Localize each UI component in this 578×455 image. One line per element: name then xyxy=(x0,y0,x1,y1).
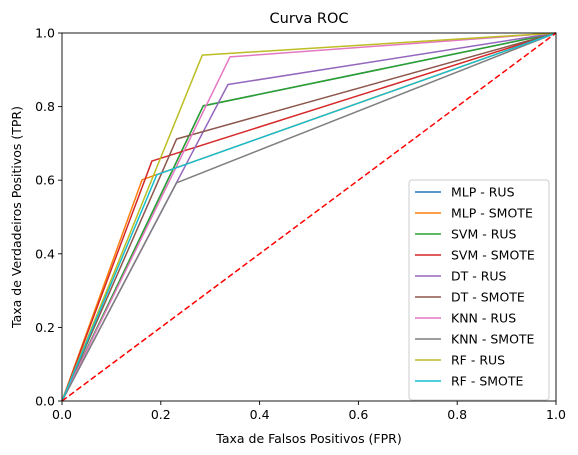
x-tick-label: 0.8 xyxy=(447,407,467,422)
series-line-knn-rus xyxy=(61,32,557,402)
legend-entry: DT - SMOTE xyxy=(451,290,525,305)
series-line-dt-smote xyxy=(61,32,557,402)
legend-entry: KNN - RUS xyxy=(451,311,516,326)
y-tick-label: 0.8 xyxy=(35,99,55,114)
series-line-rf-rus xyxy=(61,32,557,402)
series-line-rf-smote xyxy=(61,32,557,402)
series-line-knn-smote xyxy=(61,32,557,402)
legend-entry: DT - RUS xyxy=(451,269,507,284)
legend-entry: SVM - SMOTE xyxy=(451,248,535,263)
y-tick-label: 0.0 xyxy=(35,394,55,409)
y-tick-label: 0.2 xyxy=(35,320,55,335)
plot-frame xyxy=(61,32,557,402)
series-line-svm-rus xyxy=(61,32,557,402)
x-tick-label: 0.4 xyxy=(250,407,270,422)
series-line-svm-smote xyxy=(61,32,557,402)
legend-box xyxy=(408,179,550,401)
y-tick-label: 1.0 xyxy=(35,26,55,41)
y-axis-label: Taxa de Verdadeiros Positivos (TPR) xyxy=(9,106,24,329)
legend-entry: SVM - RUS xyxy=(451,227,517,242)
legend-entry: KNN - SMOTE xyxy=(451,332,535,347)
x-axis-label: Taxa de Falsos Positivos (FPR) xyxy=(215,431,401,446)
x-axis-ticks: 0.0 0.2 0.4 0.6 0.8 1.0 xyxy=(52,401,566,422)
legend-entry: RF - SMOTE xyxy=(451,374,524,389)
diagonal-reference-line xyxy=(61,32,557,402)
chart-title: Curva ROC xyxy=(270,11,349,27)
y-tick-label: 0.4 xyxy=(35,246,55,261)
legend: MLP - RUS MLP - SMOTE SVM - RUS SVM - SMOTE… xyxy=(408,179,550,401)
legend-entry: MLP - RUS xyxy=(451,185,515,200)
plot-area xyxy=(61,32,557,402)
x-tick-label: 1.0 xyxy=(546,407,566,422)
x-tick-label: 0.6 xyxy=(348,407,368,422)
x-tick-label: 0.2 xyxy=(151,407,171,422)
legend-entry: RF - RUS xyxy=(451,353,505,368)
legend-entry: MLP - SMOTE xyxy=(451,206,533,221)
y-tick-label: 0.6 xyxy=(35,173,55,188)
x-tick-label: 0.0 xyxy=(52,407,72,422)
y-axis-ticks: 0.0 0.2 0.4 0.6 0.8 1.0 xyxy=(35,26,62,409)
